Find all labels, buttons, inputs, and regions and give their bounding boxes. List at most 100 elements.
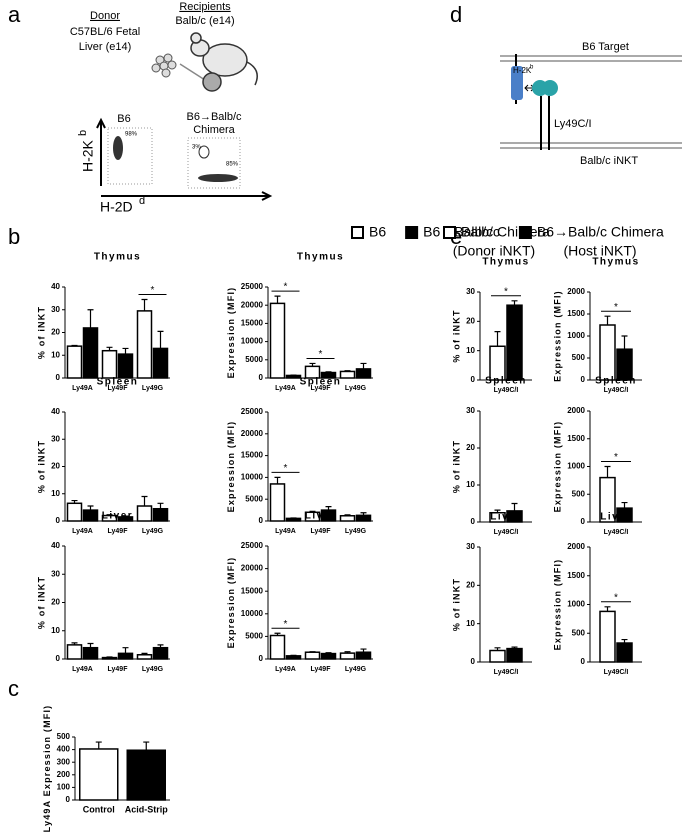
axis-label: d	[139, 195, 145, 207]
x-tick-label: Ly49A	[275, 666, 296, 673]
error-bar	[71, 642, 78, 645]
error-bar	[309, 510, 316, 513]
y-tick-label: 20000	[241, 300, 264, 309]
x-tick-label: Ly49G	[142, 385, 164, 392]
mouse	[190, 32, 258, 92]
x-tick-label: Ly49G	[345, 666, 367, 673]
bar	[152, 646, 169, 660]
y-axis-label: % of iNKT	[36, 576, 46, 629]
error-bar	[325, 371, 332, 373]
y-tick-label: 30	[51, 305, 60, 314]
label: B6 Target	[582, 41, 629, 53]
error-bar	[71, 344, 78, 347]
bar	[101, 349, 118, 379]
chart-title: Spleen	[485, 376, 527, 387]
x-tick-label: Ly49F	[311, 528, 332, 535]
y-tick-label: 5000	[245, 494, 263, 503]
y-axis-label: % of iNKT	[451, 309, 461, 362]
y-tick-label: 20000	[241, 564, 264, 573]
x-tick-label: Ly49C/I	[494, 529, 519, 536]
error-bar	[621, 501, 628, 509]
bar	[82, 327, 99, 379]
significance-label: *	[319, 349, 323, 360]
y-tick-label: 25000	[241, 282, 264, 291]
legend-label: B6	[369, 224, 386, 240]
y-tick-label: 10	[51, 626, 60, 635]
y-tick-label: 1500	[567, 571, 585, 580]
bar	[126, 749, 166, 801]
y-tick-label: 10000	[241, 337, 264, 346]
x-tick-label: Acid-Strip	[125, 804, 169, 814]
diagram-d: B6 Target Balb/c iNKT H-2K b Ly49C/I	[500, 41, 682, 167]
axis-label: b	[77, 130, 89, 136]
legend-note: (Host iNKT)	[563, 243, 636, 259]
y-axis-label: Ly49A Expression (MFI)	[42, 705, 52, 832]
y-tick-label: 5000	[245, 632, 263, 641]
flow-plot	[107, 127, 153, 185]
y-axis-label: Expression (MFI)	[553, 290, 563, 382]
y-axis-label: Expression (MFI)	[553, 421, 563, 513]
chart-title: Liver	[102, 511, 133, 522]
y-tick-label: 100	[57, 783, 71, 792]
y-tick-label: 300	[57, 757, 71, 766]
y-axis-label: % of iNKT	[451, 578, 461, 631]
label: C57BL/6 Fetal	[70, 26, 140, 38]
bar	[285, 655, 302, 660]
bar-chart: 0 10 20 30 Thymus % of iNKT Ly49C/I *	[451, 257, 532, 394]
legend-label: Balb/c	[461, 224, 500, 240]
error-bar	[511, 300, 518, 306]
panel-label: c	[8, 676, 19, 701]
bar	[269, 302, 286, 379]
error-bar	[344, 370, 351, 372]
bar	[304, 651, 321, 660]
bar	[66, 502, 83, 522]
y-tick-label: 30	[51, 569, 60, 578]
y-tick-label: 10	[51, 350, 60, 359]
y-tick-label: 20	[51, 598, 60, 607]
bar-chart: 0 500 1000 1500 2000 Spleen Expression (MFI) Ly…	[553, 376, 642, 536]
error-bar	[95, 741, 102, 749]
y-tick-label: 5000	[245, 355, 263, 364]
y-tick-label: 1000	[567, 600, 585, 609]
axis-label: H-2K	[80, 139, 96, 172]
y-tick-label: 15000	[241, 451, 264, 460]
bar-chart: 0 500 1000 1500 2000 Liver Expression (MFI) Ly4…	[553, 512, 642, 676]
legend-swatch	[405, 226, 419, 239]
y-tick-label: 30	[466, 287, 475, 296]
bar	[82, 509, 99, 522]
stalk	[540, 96, 550, 150]
population	[198, 145, 210, 159]
chart-title: Liver	[490, 512, 521, 523]
y-tick-label: 0	[56, 373, 61, 382]
label: B6	[117, 113, 130, 125]
significance-label: *	[614, 592, 618, 603]
bar-chart: 0 5000 10000 15000 20000 25000 Thymus Expressio…	[226, 252, 373, 392]
cells	[151, 53, 177, 78]
legend-label: B6→Balb/c Chimera	[537, 224, 664, 240]
y-tick-label: 0	[259, 516, 264, 525]
bar-chart: 0 500 1000 1500 2000 Thymus Expression (MFI) Ly…	[553, 257, 642, 394]
bar	[117, 353, 134, 379]
bar-chart: 0 100 200 300 400 500 Ly49A Expression (MFI) Co…	[42, 705, 170, 832]
x-tick-label: Ly49A	[72, 385, 93, 392]
y-tick-label: 2000	[567, 542, 585, 551]
y-tick-label: 2000	[567, 287, 585, 296]
chart-title: Thymus	[482, 257, 529, 268]
bar	[599, 610, 616, 663]
error-bar	[309, 362, 316, 367]
bar	[136, 310, 153, 379]
x-tick-label: Ly49A	[72, 666, 93, 673]
y-tick-label: 0	[581, 517, 586, 526]
y-axis-label: % of iNKT	[36, 440, 46, 493]
y-tick-label: 1000	[567, 331, 585, 340]
label: Balb/c iNKT	[580, 155, 638, 167]
y-tick-label: 400	[57, 745, 71, 754]
y-tick-label: 500	[572, 353, 586, 362]
error-bar	[604, 315, 611, 325]
y-tick-label: 10	[466, 619, 475, 628]
significance-label: *	[284, 619, 288, 630]
bar	[269, 483, 286, 522]
error-bar	[511, 646, 518, 649]
error-bar	[511, 502, 518, 511]
y-tick-label: 2000	[567, 406, 585, 415]
